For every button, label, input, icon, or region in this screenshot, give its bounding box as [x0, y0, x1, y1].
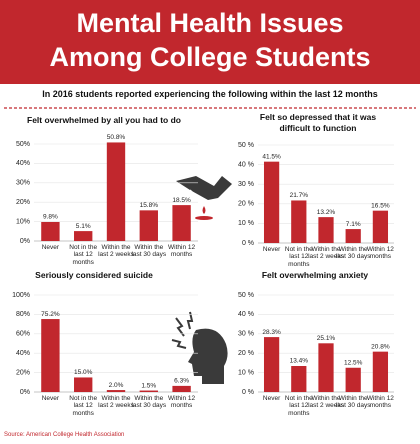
bar — [291, 200, 307, 243]
y-tick-label: 50 % — [238, 142, 254, 149]
bar — [372, 351, 389, 392]
value-label: 18.5% — [172, 197, 191, 204]
value-label: 21.7% — [290, 192, 309, 199]
x-tick-label: Within the last 30 days — [131, 395, 167, 410]
y-tick-label: 30 % — [238, 331, 254, 338]
y-tick-label: 30% — [16, 180, 30, 187]
title-line: Mental Health Issues — [76, 8, 344, 38]
y-tick-label: 30 % — [238, 181, 254, 188]
value-label: 41.5% — [262, 153, 281, 160]
x-tick-label: Never — [262, 246, 281, 253]
y-tick-label: 10 % — [238, 369, 254, 376]
y-tick-label: 10% — [16, 218, 30, 225]
value-label: 5.1% — [76, 223, 91, 230]
y-tick-label: 20 % — [238, 350, 254, 357]
x-tick-label: Never — [262, 395, 281, 402]
x-tick-label: Within the last 30 days — [335, 246, 371, 261]
x-tick-label: Not in the last 12 months — [69, 244, 98, 266]
value-label: 9.8% — [43, 214, 58, 221]
x-tick-label: Within 12 months — [168, 244, 196, 259]
value-label: 1.5% — [141, 382, 156, 389]
value-label: 2.0% — [109, 382, 124, 389]
subtitle: In 2016 students reported experiencing t… — [42, 89, 378, 99]
bar — [372, 210, 389, 243]
value-label: 15.8% — [140, 202, 159, 209]
source: Source: American College Health Associat… — [4, 432, 125, 438]
bar — [291, 366, 307, 392]
value-label: 75.2% — [41, 311, 60, 318]
x-tick-label: Within the last 2 weeks — [98, 395, 134, 410]
x-tick-label: Within 12 months — [366, 395, 394, 410]
bar — [318, 343, 334, 392]
y-tick-label: 40 % — [238, 311, 254, 318]
y-tick-label: 80% — [16, 311, 30, 318]
x-tick-label: Never — [41, 244, 60, 251]
bar — [318, 217, 334, 243]
bar — [41, 221, 60, 241]
x-tick-label: Not in the last 12 months — [69, 395, 98, 417]
x-tick-label: Never — [41, 395, 60, 402]
hand-icon — [176, 176, 232, 220]
bar — [263, 337, 280, 392]
y-tick-label: 100% — [12, 292, 30, 299]
y-tick-label: 0% — [20, 238, 30, 245]
x-tick-label: Not in the last 12 months — [284, 246, 313, 268]
y-tick-label: 20 % — [238, 201, 254, 208]
bar — [41, 319, 60, 392]
value-label: 20.8% — [371, 343, 390, 350]
x-tick-label: Within the last 2 weeks — [308, 395, 344, 410]
value-label: 16.5% — [371, 202, 390, 209]
head-icon — [171, 311, 228, 384]
x-tick-label: Within 12 months — [366, 246, 394, 261]
value-label: 15.0% — [74, 369, 93, 376]
value-label: 28.3% — [262, 329, 281, 336]
bar — [74, 231, 93, 241]
y-tick-label: 40 % — [238, 161, 254, 168]
y-tick-label: 10 % — [238, 220, 254, 227]
y-tick-label: 20% — [16, 369, 30, 376]
header-band — [0, 0, 420, 84]
x-tick-label: Within the last 2 weeks — [308, 246, 344, 261]
chart-title: Felt so depressed that it was difficult … — [259, 112, 377, 133]
bar — [139, 210, 158, 241]
y-tick-label: 50% — [16, 141, 30, 148]
y-tick-label: 0 % — [242, 389, 254, 396]
value-label: 13.4% — [290, 358, 309, 365]
x-tick-label: Within the last 30 days — [335, 395, 371, 410]
chart-title: Felt overwhelmed by all you had to do — [27, 115, 181, 125]
chart-title: Felt overwhelming anxiety — [261, 270, 369, 280]
value-label: 25.1% — [317, 335, 336, 342]
value-label: 6.3% — [174, 378, 189, 385]
value-label: 12.5% — [344, 359, 363, 366]
value-label: 50.8% — [107, 134, 126, 141]
y-tick-label: 40% — [16, 350, 30, 357]
bar — [106, 390, 126, 392]
x-tick-label: Not in the last 12 months — [284, 395, 313, 417]
y-tick-label: 0 % — [242, 240, 254, 247]
bar — [263, 161, 280, 243]
bar — [74, 377, 93, 392]
x-tick-label: Within 12 months — [168, 395, 196, 410]
y-tick-label: 0% — [20, 389, 30, 396]
y-tick-label: 40% — [16, 160, 30, 167]
bar — [172, 385, 191, 392]
value-label: 13.2% — [317, 209, 336, 216]
y-tick-label: 20% — [16, 199, 30, 206]
chart-title: Seriously considered suicide — [35, 270, 153, 280]
bar — [345, 229, 361, 243]
y-tick-label: 50 % — [238, 292, 254, 299]
value-label: 7.1% — [346, 221, 361, 228]
bar — [106, 142, 126, 241]
title-line: Among College Students — [49, 42, 371, 72]
bar — [345, 367, 361, 392]
bar — [139, 390, 158, 392]
x-tick-label: Within the last 30 days — [131, 244, 167, 259]
bar — [172, 205, 191, 241]
x-tick-label: Within the last 2 weeks — [98, 244, 134, 259]
y-tick-label: 60% — [16, 331, 30, 338]
